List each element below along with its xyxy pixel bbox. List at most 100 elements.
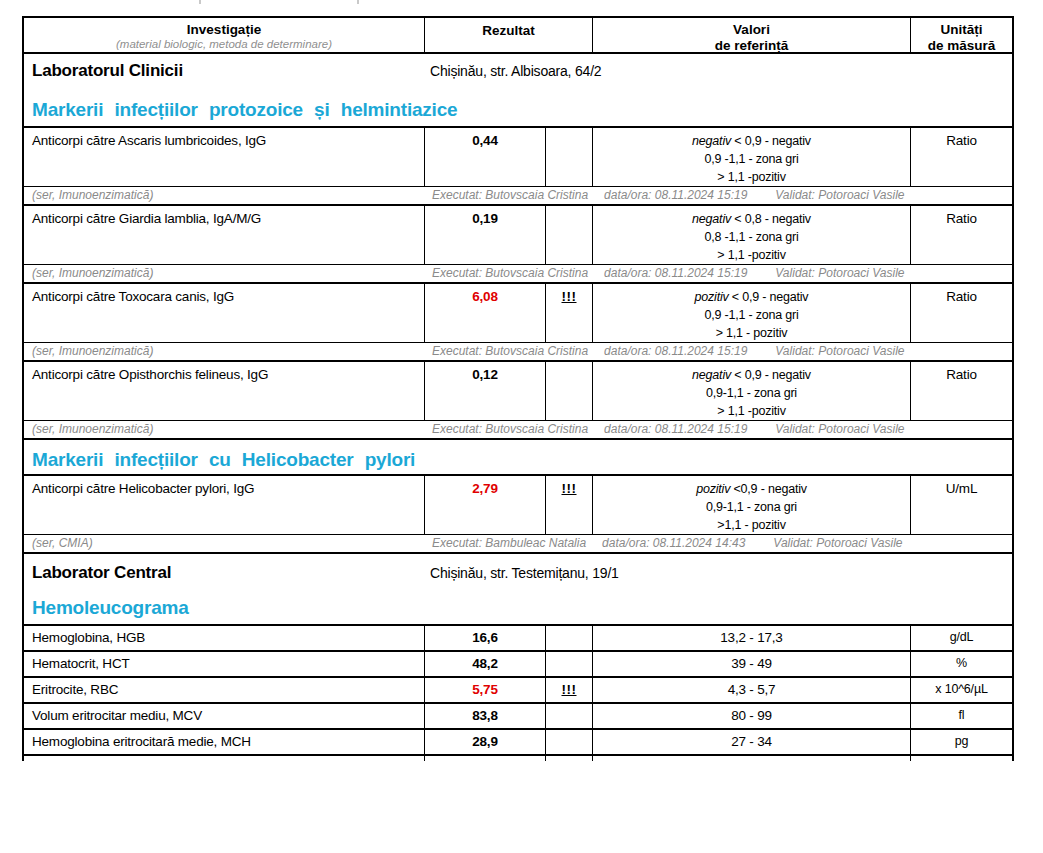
header-investigation-label: Investigație	[187, 22, 261, 37]
section-title: Hemoleucograma	[32, 597, 189, 618]
result-datetime: data/ora: 08.11.2024 15:19	[604, 421, 747, 438]
test-result: 5,75	[472, 682, 497, 697]
test-row: Anticorpi către Giardia lamblia, IgA/M/G…	[24, 204, 1012, 282]
specimen-info: (ser, Imunoenzimatică)	[24, 343, 425, 360]
section-title: Markerii infecțiilor protozoice și helmi…	[32, 99, 457, 120]
executed-by: Executat: Bambuleac Natalia	[432, 535, 586, 552]
header-investigation: Investigație (material biologic, metoda …	[24, 18, 425, 53]
lab-name: Laborator Central	[32, 563, 171, 583]
reference-range: negativ < 0,9 - negativ 0,9 -1,1 - zona …	[593, 128, 911, 186]
test-result: 83,8	[472, 708, 497, 723]
specimen-info: (ser, Imunoenzimatică)	[24, 187, 425, 204]
reference-range: 80 - 99	[593, 704, 911, 728]
header-units-line2: de măsură	[928, 38, 996, 53]
test-row: Anticorpi către Ascaris lumbricoides, Ig…	[24, 126, 1012, 204]
section-hemoleucograma: Hemoleucograma	[24, 592, 1012, 624]
validated-by: Validat: Potoroaci Vasile	[775, 187, 904, 204]
clipped-next-row	[24, 754, 1012, 761]
ref-line-1: < 0,9 - negativ	[734, 134, 811, 148]
validated-by: Validat: Potoroaci Vasile	[775, 421, 904, 438]
test-name: Hemoglobina, HGB	[24, 626, 425, 650]
lab-header-central: Laborator Central Chișinău, str. Testemi…	[24, 552, 1012, 592]
test-name: Eritrocite, RBC	[24, 678, 425, 702]
test-result: 28,9	[472, 734, 497, 749]
ref-line-2: 0,9-1,1 - zona gri	[706, 500, 797, 514]
header-reference-line2: de referință	[715, 38, 789, 53]
section-helicobacter: Markerii infecțiilor cu Helicobacter pyl…	[24, 438, 1012, 474]
result-datetime: data/ora: 08.11.2024 15:19	[604, 187, 747, 204]
executed-by: Executat: Butovscaia Cristina	[432, 421, 588, 438]
test-result: 6,08	[472, 289, 497, 304]
test-row: Anticorpi către Opisthorchis felineus, I…	[24, 360, 1012, 438]
executed-by: Executat: Butovscaia Cristina	[432, 187, 588, 204]
hemo-row: Volum eritrocitar mediu, MCV 83,8 80 - 9…	[24, 702, 1012, 728]
header-units-line1: Unități	[941, 22, 983, 37]
lab-report-table: Investigație (material biologic, metoda …	[22, 16, 1014, 761]
test-unit: fl	[911, 704, 1012, 728]
test-name: Anticorpi către Giardia lamblia, IgA/M/G	[24, 206, 425, 264]
reference-range: 4,3 - 5,7	[593, 678, 911, 702]
specimen-info: (ser, Imunoenzimatică)	[24, 421, 425, 438]
ref-line-3: >1,1 - pozitiv	[717, 518, 785, 532]
test-name: Hemoglobina eritrocitară medie, MCH	[24, 730, 425, 754]
result-flag: !!!	[562, 682, 577, 697]
ref-line-1: < 0,8 - negativ	[734, 212, 811, 226]
test-row: Anticorpi către Helicobacter pylori, IgG…	[24, 474, 1012, 552]
clipped-text-artifact	[357, 0, 359, 4]
lab-address: Chișinău, str. Albisoara, 64/2	[430, 63, 601, 79]
ref-line-2: 0,9-1,1 - zona gri	[706, 386, 797, 400]
ref-qualifier: negativ	[692, 212, 731, 226]
ref-qualifier: negativ	[692, 368, 731, 382]
test-row: Anticorpi către Toxocara canis, IgG 6,08…	[24, 282, 1012, 360]
validated-by: Validat: Potoroaci Vasile	[775, 343, 904, 360]
reference-range: negativ < 0,9 - negativ 0,9-1,1 - zona g…	[593, 362, 911, 420]
table-header-row: Investigație (material biologic, metoda …	[24, 18, 1012, 54]
lab-header-clinicii: Laboratorul Clinicii Chișinău, str. Albi…	[24, 54, 1012, 92]
hemo-row: Hematocrit, HCT 48,2 39 - 49 %	[24, 650, 1012, 676]
lab-report-page: Investigație (material biologic, metoda …	[0, 0, 1043, 853]
test-name: Anticorpi către Helicobacter pylori, IgG	[24, 476, 425, 534]
section-title: Markerii infecțiilor cu Helicobacter pyl…	[32, 449, 415, 470]
header-result: Rezultat	[425, 18, 593, 53]
validated-by: Validat: Potoroaci Vasile	[773, 535, 902, 552]
hemo-row: Hemoglobina, HGB 16,6 13,2 - 17,3 g/dL	[24, 624, 1012, 650]
ref-line-3: > 1,1 - pozitiv	[716, 326, 788, 340]
header-result-label: Rezultat	[482, 23, 535, 38]
test-unit: Ratio	[911, 284, 1012, 342]
test-name: Anticorpi către Opisthorchis felineus, I…	[24, 362, 425, 420]
test-result: 16,6	[472, 630, 497, 645]
row-footer: (ser, Imunoenzimatică) Executat: Butovsc…	[24, 342, 1012, 360]
reference-range: 39 - 49	[593, 652, 911, 676]
row-footer: (ser, Imunoenzimatică) Executat: Butovsc…	[24, 264, 1012, 282]
test-unit: %	[911, 652, 1012, 676]
test-name: Anticorpi către Ascaris lumbricoides, Ig…	[24, 128, 425, 186]
validated-by: Validat: Potoroaci Vasile	[775, 265, 904, 282]
ref-line-2: 0,8 -1,1 - zona gri	[704, 230, 798, 244]
reference-range: pozitiv < 0,9 - negativ 0,9 -1,1 - zona …	[593, 284, 911, 342]
header-reference-line1: Valori	[733, 22, 770, 37]
result-flag: !!!	[562, 289, 577, 304]
test-result: 2,79	[472, 481, 497, 496]
lab-name: Laboratorul Clinicii	[32, 61, 183, 81]
ref-line-2: 0,9 -1,1 - zona gri	[704, 308, 798, 322]
test-unit: Ratio	[911, 128, 1012, 186]
specimen-info: (ser, Imunoenzimatică)	[24, 265, 425, 282]
clipped-text-artifact	[199, 0, 201, 4]
row-footer: (ser, Imunoenzimatică) Executat: Butovsc…	[24, 186, 1012, 204]
test-unit: U/mL	[911, 476, 1012, 534]
reference-range: 27 - 34	[593, 730, 911, 754]
executed-by: Executat: Butovscaia Cristina	[432, 343, 588, 360]
test-result: 48,2	[472, 656, 497, 671]
lab-address: Chișinău, str. Testemițanu, 19/1	[430, 565, 619, 581]
reference-range: pozitiv <0,9 - negativ 0,9-1,1 - zona gr…	[593, 476, 911, 534]
section-protozoice: Markerii infecțiilor protozoice și helmi…	[24, 92, 1012, 126]
test-result: 0,19	[472, 211, 497, 226]
executed-by: Executat: Butovscaia Cristina	[432, 265, 588, 282]
header-units: Unități de măsură	[911, 18, 1012, 53]
row-footer: (ser, Imunoenzimatică) Executat: Butovsc…	[24, 420, 1012, 438]
result-datetime: data/ora: 08.11.2024 15:19	[604, 265, 747, 282]
test-name: Hematocrit, HCT	[24, 652, 425, 676]
test-unit: g/dL	[911, 626, 1012, 650]
ref-line-1: < 0,9 - negativ	[734, 368, 811, 382]
header-reference: Valori de referință	[593, 18, 911, 53]
